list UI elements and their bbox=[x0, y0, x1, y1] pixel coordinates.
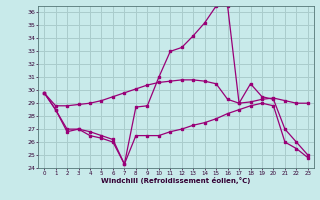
X-axis label: Windchill (Refroidissement éolien,°C): Windchill (Refroidissement éolien,°C) bbox=[101, 177, 251, 184]
